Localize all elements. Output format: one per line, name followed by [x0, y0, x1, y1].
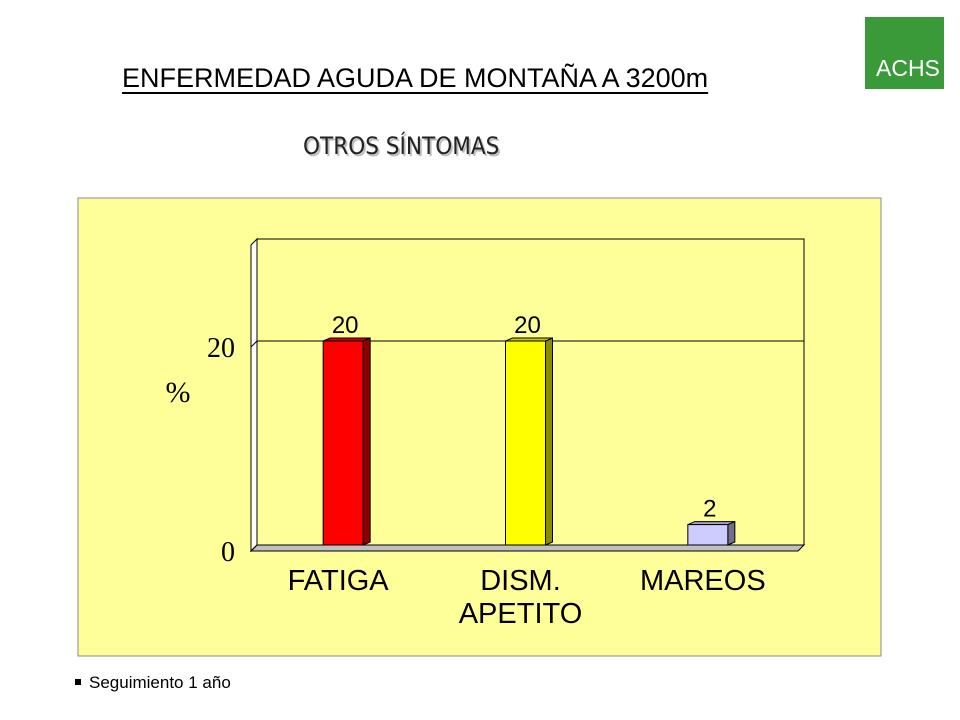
- bar: [687, 524, 729, 546]
- data-label: 2: [703, 496, 716, 523]
- bar: [322, 340, 364, 546]
- achs-logo: ACHS: [865, 17, 944, 89]
- gridline: [250, 544, 804, 552]
- plot-layer: 0 20% 20 FATIGA 20 DISM.APETITO 2 MAREOS: [166, 237, 806, 630]
- logo-text: ACHS: [876, 55, 940, 81]
- footnote-text: Seguimiento 1 año: [89, 673, 231, 692]
- category-label: APETITO: [459, 598, 583, 630]
- chart-subtitle: OTROS SÍNTOMAS: [303, 132, 500, 160]
- footnote: Seguimiento 1 año: [75, 674, 231, 691]
- y-axis-label: %: [166, 376, 191, 409]
- bar-side: [727, 520, 736, 546]
- chart-floor: [249, 544, 806, 552]
- bar-side: [362, 337, 371, 546]
- chart-side-wall: [250, 237, 258, 553]
- data-label: 20: [514, 312, 541, 339]
- category-label: FATIGA: [288, 565, 390, 597]
- bar: [505, 340, 546, 546]
- category-label: DISM.: [480, 565, 561, 597]
- data-label: 20: [332, 312, 359, 339]
- category-label: MAREOS: [640, 565, 766, 597]
- bullet-icon: [75, 678, 81, 685]
- bar-side: [545, 337, 553, 546]
- page-title: ENFERMEDAD AGUDA DE MONTAÑA A 3200m: [122, 63, 709, 93]
- y-tick-label: 0: [221, 537, 235, 568]
- gridline: [250, 340, 804, 348]
- y-tick-label: 20: [207, 333, 235, 364]
